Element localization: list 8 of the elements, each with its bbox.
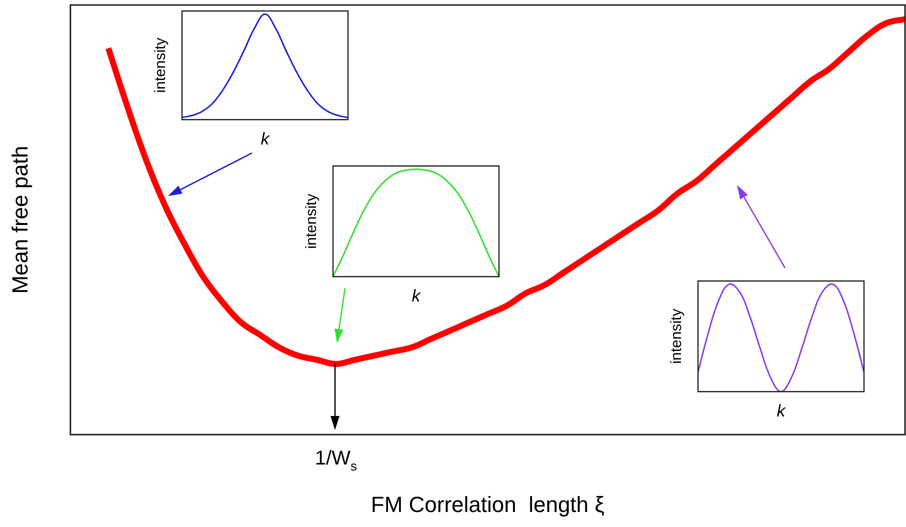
x-axis-title: k xyxy=(412,286,422,306)
x-axis-title: FM Correlation length ξ xyxy=(370,492,605,517)
y-axis-title: Mean free path xyxy=(7,146,32,294)
x-axis-title: k xyxy=(260,130,271,149)
y-axis-title: intensity xyxy=(668,308,686,364)
y-axis-title: intensity xyxy=(152,37,170,93)
x-axis-title: k xyxy=(776,402,787,421)
y-axis-title: intensity xyxy=(303,193,320,249)
